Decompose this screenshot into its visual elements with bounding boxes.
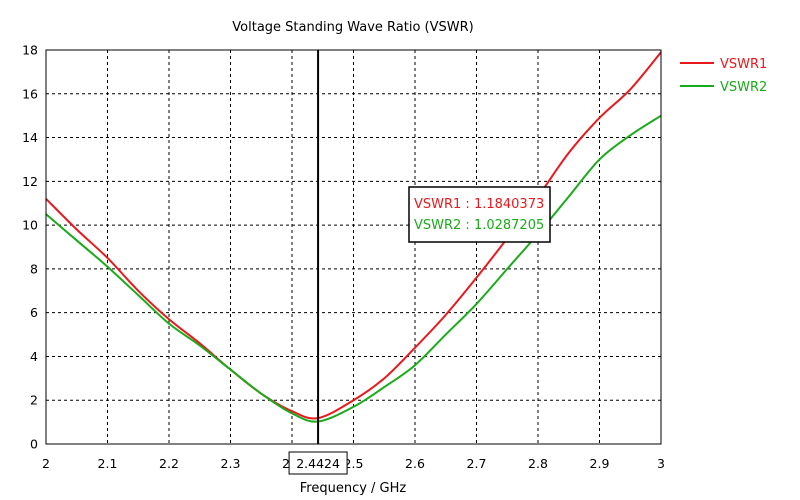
x-axis-label: Frequency / GHz — [300, 481, 407, 496]
y-tick-label: 4 — [30, 349, 38, 364]
y-tick-label: 16 — [22, 86, 38, 101]
y-tick-label: 14 — [22, 130, 38, 145]
x-tick-label: 2.3 — [221, 456, 241, 471]
series-line-vswr1 — [45, 51, 662, 420]
series-group — [45, 51, 662, 423]
x-tick-label: 2 — [42, 456, 50, 471]
x-tick-label: 2.6 — [405, 456, 425, 471]
x-tick-label: 2.7 — [467, 456, 487, 471]
x-tick-label: 2.2 — [159, 456, 179, 471]
y-tick-label: 0 — [30, 437, 38, 452]
y-tick-label: 12 — [22, 174, 38, 189]
y-tick-label: 2 — [30, 393, 38, 408]
y-tick-label: 8 — [30, 261, 38, 276]
legend-label-vswr1: VSWR1 — [720, 57, 767, 72]
x-tick-label: 2.1 — [98, 456, 118, 471]
legend: VSWR1 VSWR2 — [680, 57, 767, 95]
plot-frame — [45, 49, 662, 445]
marker-x-label: 2.4424 — [296, 456, 340, 471]
grid-lines — [46, 50, 661, 444]
x-tick-label: 3 — [657, 456, 665, 471]
readout-vswr2: VSWR2 : 1.0287205 — [414, 218, 544, 233]
y-tick-label: 10 — [22, 218, 38, 233]
marker-readout-box — [408, 186, 551, 243]
legend-label-vswr2: VSWR2 — [720, 80, 767, 95]
marker-x-label-box[interactable] — [288, 451, 348, 475]
y-tick-labels: 0 2 4 6 8 10 12 14 16 18 — [22, 43, 38, 452]
chart-title: Voltage Standing Wave Ratio (VSWR) — [232, 20, 473, 35]
readout-vswr1: VSWR1 : 1.1840373 — [414, 197, 544, 212]
x-tick-label: 2.5 — [344, 456, 364, 471]
x-tick-label: 2.8 — [528, 456, 548, 471]
y-tick-label: 18 — [22, 43, 38, 58]
series-line-vswr2 — [45, 114, 662, 423]
x-tick-label: 2.9 — [590, 456, 610, 471]
y-tick-label: 6 — [30, 305, 38, 320]
